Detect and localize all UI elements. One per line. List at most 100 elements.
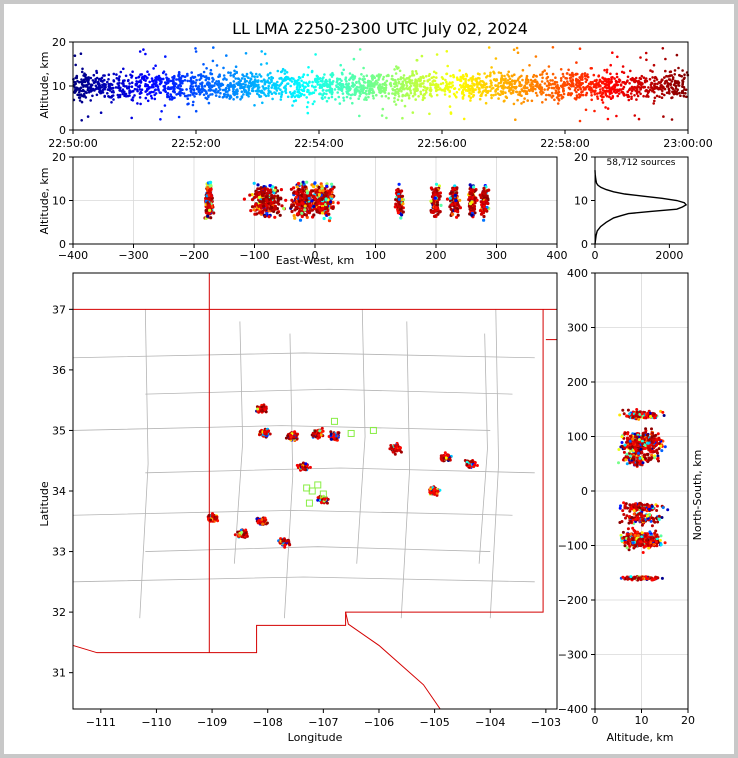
source-point xyxy=(252,82,256,86)
source-point xyxy=(211,80,214,83)
source-point xyxy=(596,97,600,100)
source-point xyxy=(195,78,198,82)
source-point xyxy=(547,93,551,97)
source-point xyxy=(639,92,642,96)
source-point xyxy=(531,87,535,91)
source-point xyxy=(603,79,606,82)
source-point xyxy=(168,87,172,91)
source-point xyxy=(540,73,544,76)
source-point xyxy=(524,90,527,93)
source-point xyxy=(179,84,183,88)
source-point xyxy=(429,199,433,203)
source-point xyxy=(673,73,676,76)
x-tick-label: 0 xyxy=(592,249,599,262)
source-point xyxy=(121,82,124,85)
source-point xyxy=(393,96,396,100)
source-point xyxy=(652,102,655,105)
source-point xyxy=(292,91,295,95)
source-point xyxy=(630,95,633,99)
source-point xyxy=(562,92,566,96)
source-point xyxy=(438,88,442,91)
source-point xyxy=(547,65,551,68)
source-point xyxy=(99,91,103,95)
source-point xyxy=(401,202,405,206)
source-point xyxy=(233,533,237,537)
source-point xyxy=(278,213,282,217)
source-point xyxy=(489,89,492,93)
y-tick-label: 0 xyxy=(581,238,588,251)
source-point xyxy=(595,82,599,85)
source-point xyxy=(655,94,659,98)
source-point xyxy=(363,91,367,95)
source-point xyxy=(617,78,621,81)
source-point xyxy=(667,91,671,95)
source-point xyxy=(238,533,241,537)
source-point xyxy=(83,72,86,75)
source-point xyxy=(524,92,528,95)
source-point xyxy=(352,78,355,81)
source-point xyxy=(575,90,578,94)
source-point xyxy=(470,79,474,83)
source-point xyxy=(243,88,246,91)
source-point xyxy=(369,80,373,84)
source-point xyxy=(627,98,631,102)
source-point xyxy=(411,94,415,98)
source-point xyxy=(179,87,182,91)
county-line xyxy=(72,352,535,359)
source-point xyxy=(367,95,370,99)
source-point xyxy=(314,88,318,92)
source-point xyxy=(252,80,255,84)
county-line xyxy=(145,388,513,395)
source-point xyxy=(111,86,115,90)
source-point xyxy=(471,95,475,98)
source-point xyxy=(369,84,372,88)
source-point xyxy=(664,57,667,61)
source-point xyxy=(349,97,352,100)
source-point xyxy=(247,76,250,79)
source-point xyxy=(243,77,247,81)
source-point xyxy=(264,94,268,98)
source-point xyxy=(81,83,84,87)
source-point xyxy=(543,88,546,91)
source-point xyxy=(608,95,611,99)
source-point xyxy=(545,72,549,75)
source-point xyxy=(453,209,457,213)
source-point xyxy=(486,91,489,94)
source-point xyxy=(124,92,127,96)
source-point xyxy=(155,78,159,81)
source-point xyxy=(289,205,293,209)
source-point xyxy=(73,83,76,86)
source-point xyxy=(138,96,142,99)
source-point xyxy=(580,91,583,94)
source-point xyxy=(673,69,677,72)
county-line xyxy=(139,309,149,619)
source-point xyxy=(253,75,256,78)
source-point xyxy=(301,84,305,88)
source-point xyxy=(380,114,384,117)
source-point xyxy=(407,96,411,100)
source-point xyxy=(637,117,641,121)
source-point xyxy=(274,87,278,91)
source-point xyxy=(409,89,412,93)
source-point xyxy=(329,87,333,90)
source-point xyxy=(633,94,636,97)
source-point xyxy=(683,88,686,91)
source-point xyxy=(450,85,453,89)
source-point xyxy=(106,92,109,95)
source-point xyxy=(596,95,599,98)
source-point xyxy=(393,79,397,82)
source-point xyxy=(457,88,461,91)
source-point xyxy=(429,86,432,90)
source-point xyxy=(571,75,575,78)
county-line xyxy=(478,333,488,564)
source-point xyxy=(281,90,284,94)
source-point xyxy=(358,94,362,98)
source-point xyxy=(225,54,228,57)
source-point xyxy=(559,68,563,71)
source-point xyxy=(270,80,273,84)
source-point xyxy=(140,73,144,76)
source-point xyxy=(118,75,121,78)
source-point xyxy=(109,96,113,99)
source-point xyxy=(167,80,170,84)
source-point xyxy=(320,211,325,215)
